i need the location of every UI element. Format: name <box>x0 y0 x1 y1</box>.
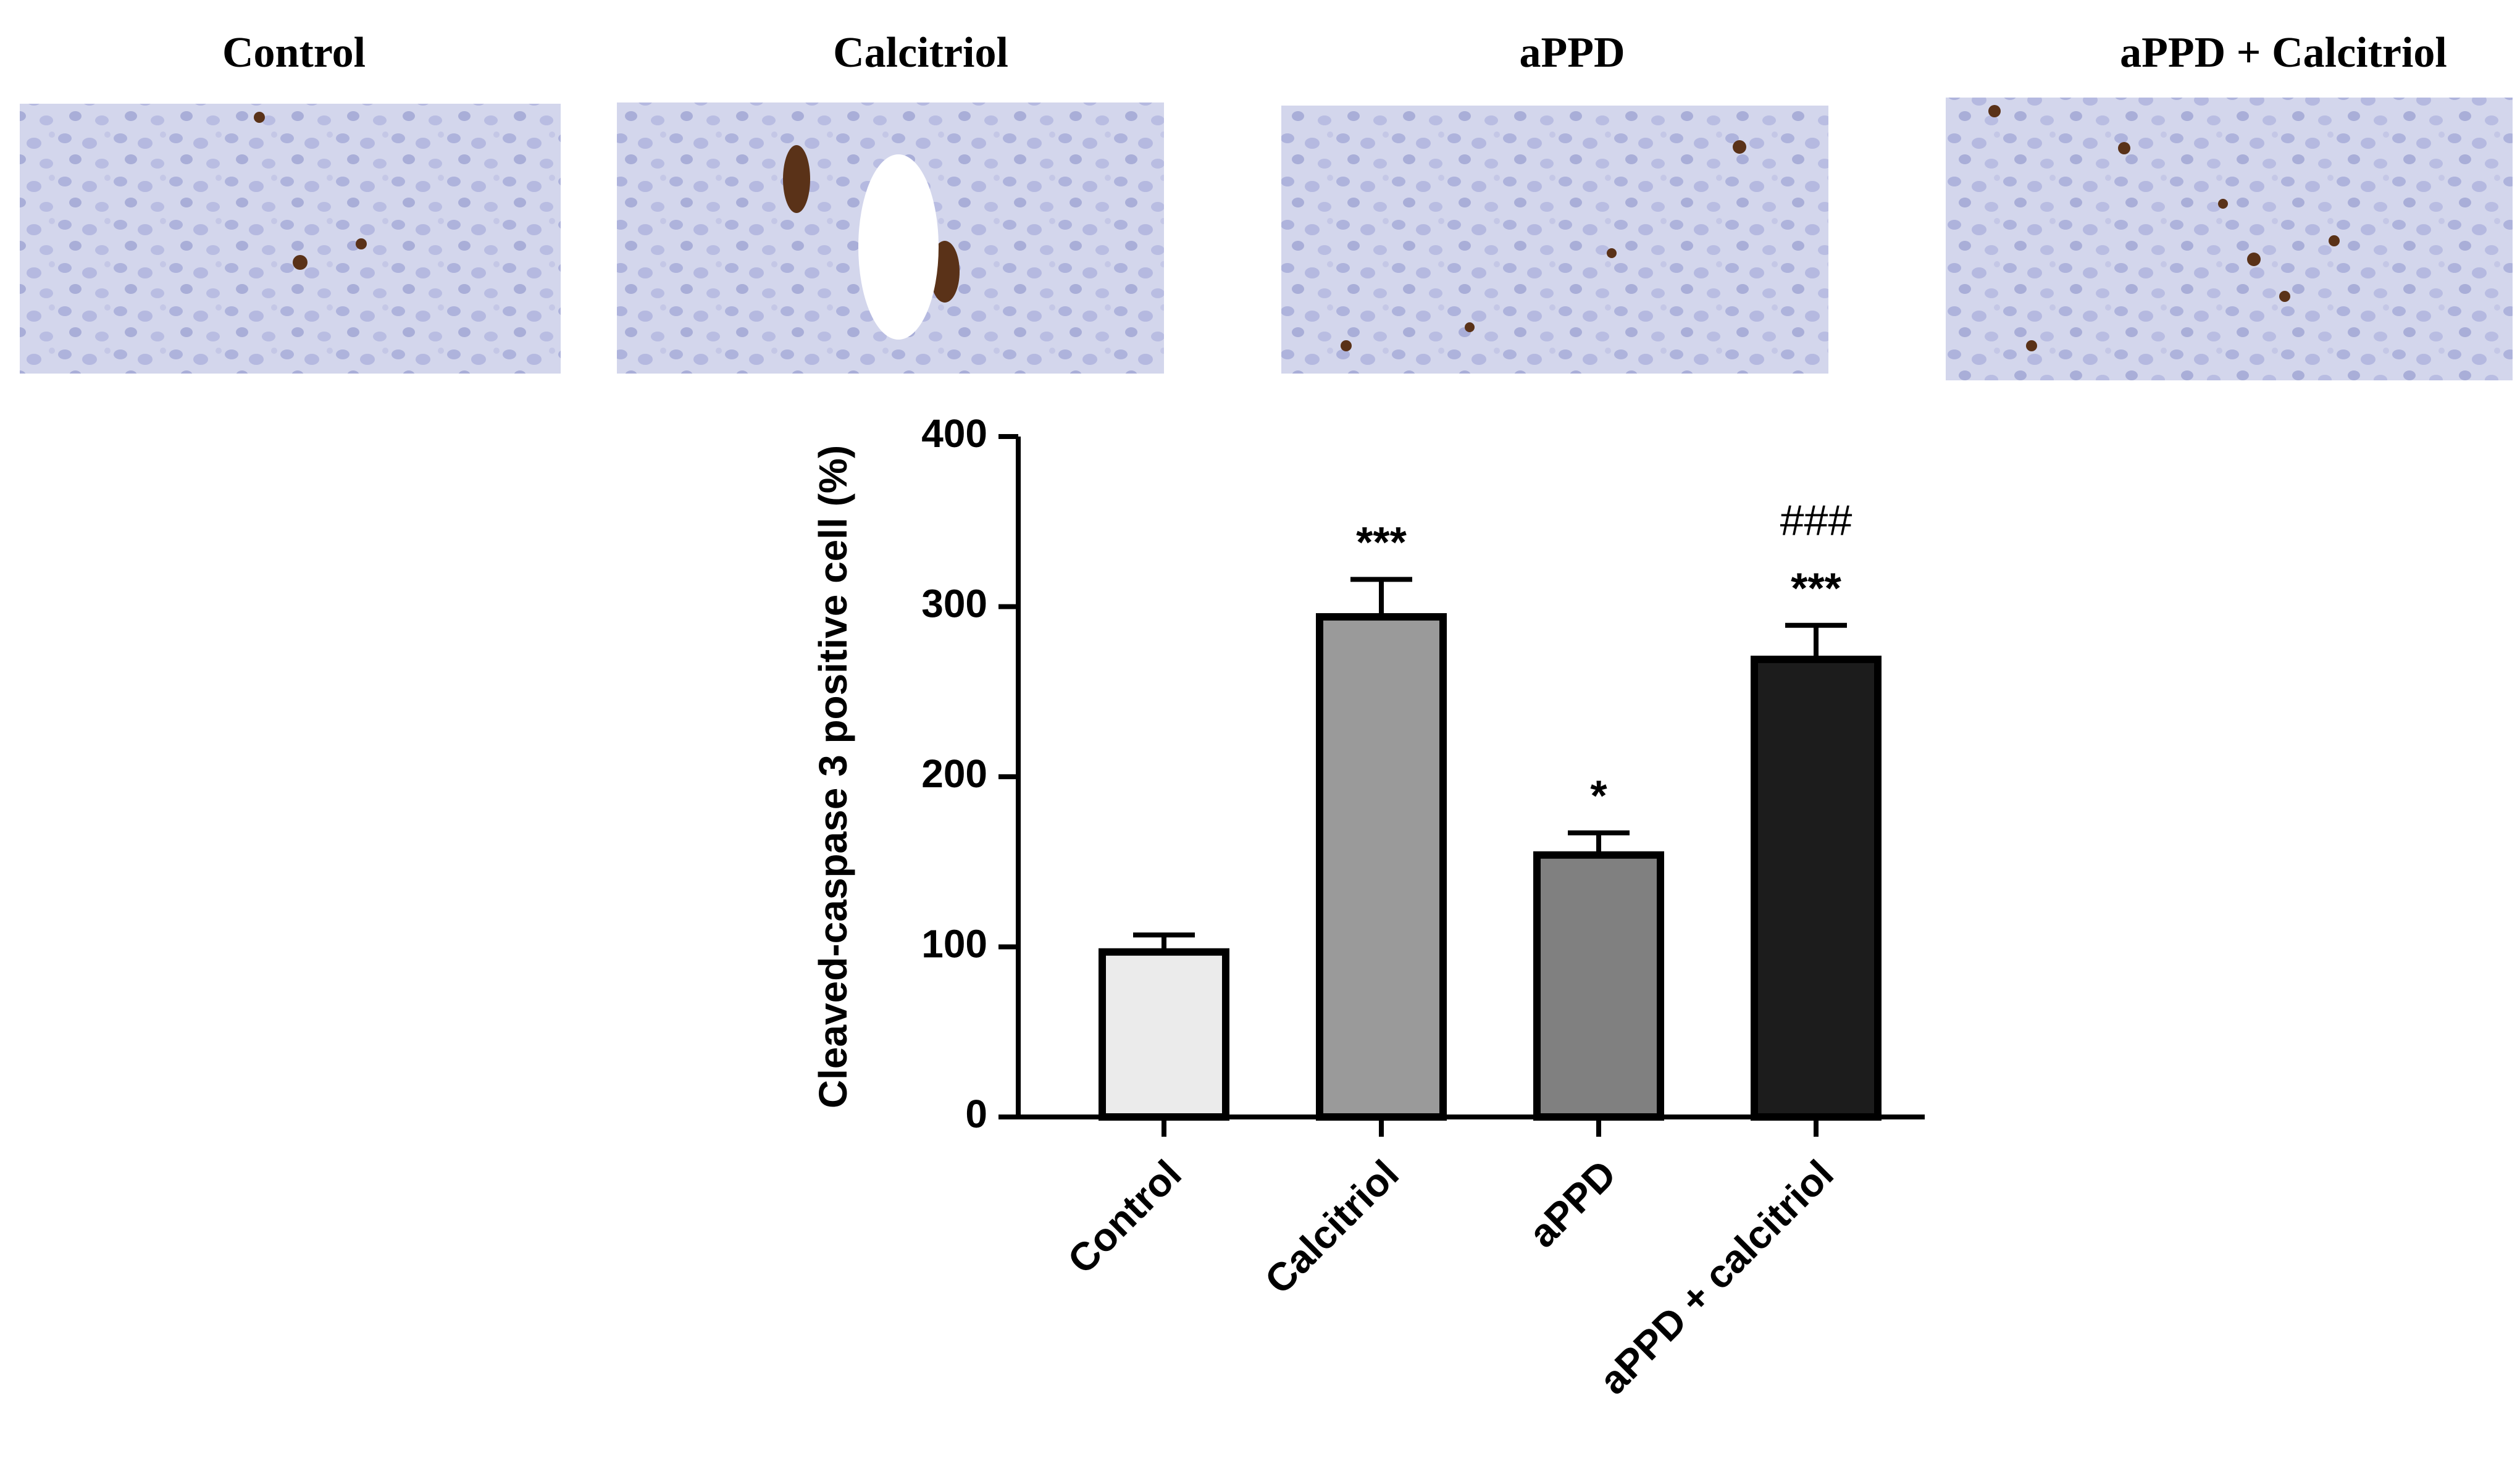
panel-title: Control <box>222 29 366 77</box>
x-tick-label: Calcitriol <box>1256 1152 1407 1303</box>
bar <box>1533 851 1664 1121</box>
panel-title: aPPD <box>1519 29 1625 77</box>
significance-label: * <box>1590 771 1607 819</box>
bar <box>1316 613 1447 1121</box>
bar <box>1099 948 1229 1121</box>
y-tick-label: 100 <box>921 921 987 966</box>
micrograph <box>20 104 561 374</box>
micrograph <box>1281 106 1828 374</box>
panel-title: aPPD + Calcitriol <box>2120 29 2447 77</box>
image-panels: Control Calcitriol aPPD aPPD + Calcitrio… <box>20 29 2513 380</box>
significance-label: ### <box>1780 496 1852 544</box>
y-tick-label: 200 <box>921 751 987 796</box>
x-tick-label: aPPD + calcitriol <box>1591 1152 1842 1403</box>
y-tick-label: 300 <box>921 581 987 625</box>
lumen <box>858 154 939 340</box>
significance-label: *** <box>1791 564 1841 612</box>
x-tick-label: aPPD <box>1520 1152 1625 1256</box>
significance-label: *** <box>1356 518 1407 566</box>
y-tick-label: 400 <box>921 411 987 456</box>
y-axis-label: Cleaved-caspase 3 positive cell (%) <box>811 445 855 1108</box>
y-tick-label: 0 <box>965 1092 987 1136</box>
micrograph <box>1946 98 2513 380</box>
panel-title: Calcitriol <box>833 29 1008 77</box>
x-tick-label: Control <box>1059 1152 1190 1282</box>
bar <box>1751 655 1882 1121</box>
